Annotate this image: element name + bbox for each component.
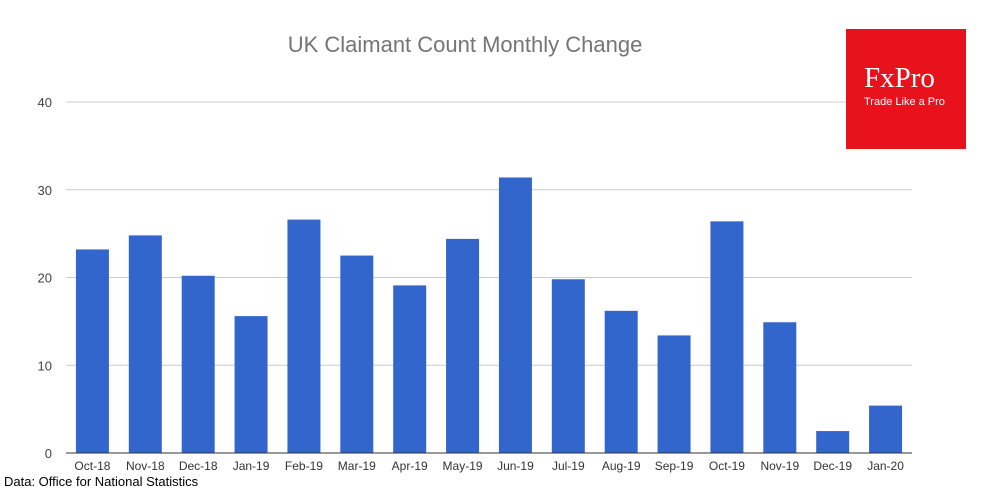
bar-nov-18	[128, 235, 162, 453]
x-tick-label: Jun-19	[497, 459, 534, 473]
x-tick-label: Dec-18	[179, 459, 218, 473]
x-tick-label: Mar-19	[338, 459, 376, 473]
y-tick-label: 10	[38, 358, 52, 373]
y-tick-label: 30	[38, 183, 52, 198]
x-tick-label: Sep-19	[655, 459, 694, 473]
bar-oct-18	[75, 249, 109, 453]
bar-jun-19	[498, 177, 532, 453]
x-tick-label: Jan-20	[867, 459, 904, 473]
x-tick-label: Dec-19	[813, 459, 852, 473]
bar-feb-19	[287, 219, 321, 453]
bar-dec-19	[816, 431, 850, 453]
x-tick-label: Jan-19	[233, 459, 270, 473]
x-tick-label: Oct-18	[74, 459, 110, 473]
logo-tagline: Trade Like a Pro	[864, 96, 945, 108]
x-tick-label: Feb-19	[285, 459, 323, 473]
y-tick-label: 0	[45, 446, 52, 461]
x-tick-label: Nov-19	[760, 459, 799, 473]
x-tick-label: Oct-19	[709, 459, 745, 473]
x-tick-label: Jul-19	[552, 459, 585, 473]
bar-may-19	[446, 238, 480, 453]
fxpro-logo: FxPro Trade Like a Pro	[846, 29, 966, 149]
x-tick-label: May-19	[443, 459, 483, 473]
y-tick-label: 40	[38, 95, 52, 110]
bar-sep-19	[657, 335, 691, 453]
x-tick-label: Nov-18	[126, 459, 165, 473]
y-tick-label: 20	[38, 271, 52, 286]
bar-jan-19	[234, 316, 268, 453]
bar-aug-19	[604, 310, 638, 453]
x-tick-label: Aug-19	[602, 459, 641, 473]
chart-title: UK Claimant Count Monthly Change	[287, 32, 643, 57]
source-note: Data: Office for National Statistics	[4, 474, 199, 489]
bar-dec-18	[181, 275, 215, 453]
bar-jan-20	[869, 405, 903, 453]
bar-mar-19	[340, 255, 374, 453]
logo-name: FxPro	[864, 62, 935, 94]
bar-nov-19	[763, 322, 797, 453]
bar-apr-19	[393, 285, 427, 453]
bar-jul-19	[551, 279, 585, 453]
x-tick-label: Apr-19	[392, 459, 428, 473]
bar-oct-19	[710, 221, 744, 453]
